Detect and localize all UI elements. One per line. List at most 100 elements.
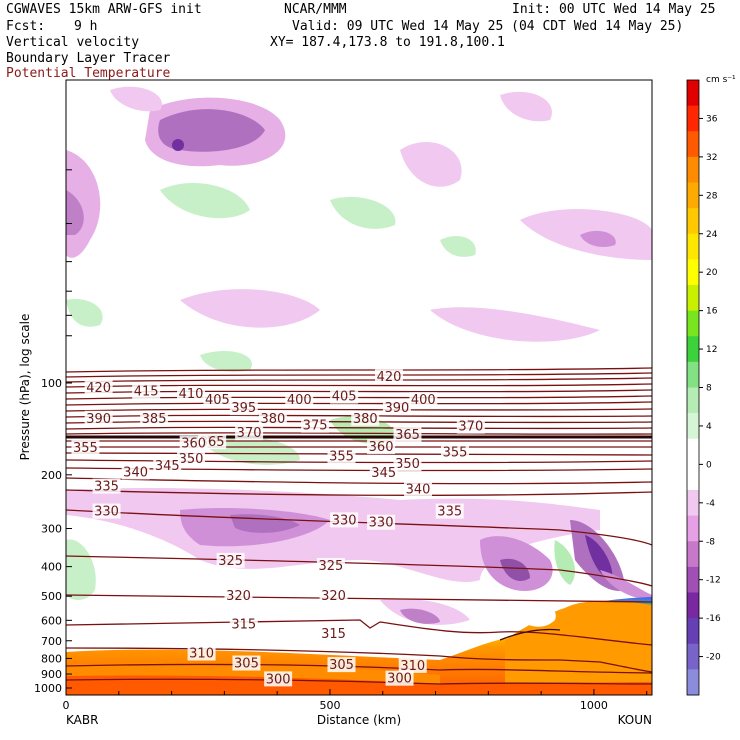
colorbar-swatch [687, 80, 699, 107]
colorbar-swatch [687, 618, 699, 645]
theta-label: 325 [218, 554, 243, 569]
theta-label-bg [84, 379, 113, 395]
theta-label-bg [382, 400, 411, 416]
colorbar-swatch [687, 592, 699, 619]
theta-label-bg [404, 481, 433, 497]
forecast-label: Fcst: [6, 19, 46, 34]
colorbar-label: 28 [706, 191, 718, 201]
theta-label-bg [132, 383, 161, 399]
theta-label: 350 [179, 452, 204, 467]
theta-label-bg [71, 439, 100, 455]
colorbar-swatch [687, 643, 699, 670]
y-tick-label: 500 [41, 590, 62, 603]
colorbar-label: 32 [706, 153, 717, 163]
colorbar-swatch [687, 541, 699, 568]
colorbar-label: 4 [706, 422, 712, 432]
theta-label: 380 [260, 412, 285, 427]
theta-label: 340 [406, 483, 431, 498]
y-tick-label: 900 [41, 668, 62, 681]
theta-label: 420 [86, 381, 111, 396]
theta-label: 400 [287, 393, 312, 408]
x-tick-label: 500 [319, 699, 340, 712]
theta-label-bg [375, 369, 403, 385]
theta-label: 335 [437, 505, 462, 520]
theta-label: 305 [234, 657, 259, 672]
theta-label-bg [92, 478, 121, 494]
colorbar-swatch [687, 669, 699, 696]
theta-label-bg [153, 458, 182, 474]
theta-label: 415 [134, 385, 159, 400]
theta-label: 420 [377, 370, 402, 385]
theta-label-bg [187, 645, 216, 661]
theta-label: 340 [123, 465, 148, 480]
colorbar-label: -4 [706, 499, 715, 509]
theta-label-bg [319, 625, 348, 641]
init-time: Init: 00 UTC Wed 14 May 25 [512, 2, 716, 17]
theta-label: 320 [226, 589, 251, 604]
colorbar-swatch [687, 336, 699, 363]
y-tick-label: 100 [41, 377, 62, 390]
theta-label-bg [84, 410, 113, 426]
theta-label: 330 [369, 516, 394, 531]
valid-time: Valid: 09 UTC Wed 14 May 25 (04 CDT Wed … [292, 19, 684, 34]
theta-label: 345 [155, 459, 180, 474]
colorbar-label: 0 [706, 460, 712, 470]
theta-label: 350 [395, 457, 420, 472]
theta-label: 395 [231, 401, 256, 416]
boundary-layer-tracer [66, 597, 652, 695]
colorbar-swatch [687, 259, 699, 286]
theta-label-bg [235, 425, 264, 441]
theta-label-bg [258, 410, 287, 426]
theta-label-bg [393, 456, 422, 472]
colorbar-unit: cm s⁻¹ [706, 75, 736, 85]
y-tick-label: 200 [41, 469, 62, 482]
colorbar-swatch [687, 105, 699, 132]
theta-label-bg [440, 444, 469, 460]
theta-label-bg [177, 450, 206, 466]
colorbar-label: 24 [706, 230, 718, 240]
theta-label-bg [367, 514, 396, 530]
theta-label-bg [385, 670, 414, 686]
theta-label-bg [177, 386, 206, 402]
colorbar-label: -12 [706, 576, 721, 586]
y-tick-label: 300 [41, 523, 62, 536]
colorbar-swatch [687, 387, 699, 414]
colorbar-swatch [687, 515, 699, 542]
colorbar-swatch [687, 413, 699, 440]
theta-label: 310 [400, 659, 425, 674]
theta-label: 355 [443, 446, 468, 461]
colorbar-swatch [687, 208, 699, 235]
colorbar-swatch [687, 285, 699, 312]
theta-label-bg [393, 427, 422, 443]
colorbar-swatch [687, 566, 699, 593]
y-tick-label: 400 [41, 561, 62, 574]
theta-label: 335 [94, 480, 119, 495]
theta-label: 400 [411, 393, 436, 408]
theta-label-bg [330, 512, 359, 528]
theta-label-bg [351, 410, 380, 426]
theta-label: 355 [329, 450, 354, 465]
cross-section-coords: XY= 187.4,173.8 to 191.8,100.1 [270, 35, 505, 50]
theta-label-bg [232, 655, 261, 671]
field-vertical-velocity: Vertical velocity [6, 35, 140, 50]
theta-label-bg [327, 448, 356, 464]
theta-label: 405 [332, 390, 357, 405]
colorbar-swatch [687, 361, 699, 388]
x-axis-label: Distance (km) [317, 713, 401, 727]
colorbar-swatch [687, 490, 699, 517]
theta-label: 315 [321, 627, 346, 642]
theta-label-bg [398, 657, 427, 673]
theta-label-bg [409, 392, 438, 408]
theta-label: 370 [237, 426, 262, 441]
theta-label-bg [319, 587, 348, 603]
theta-label-bg [216, 552, 245, 568]
theta-label: 330 [94, 505, 119, 520]
y-tick-label: 800 [41, 652, 62, 665]
theta-label: 370 [458, 420, 483, 435]
theta-label: 375 [303, 419, 328, 434]
start-station-label: KABR [66, 713, 98, 727]
colorbar-label: 8 [706, 384, 712, 394]
theta-label: 410 [179, 387, 204, 402]
